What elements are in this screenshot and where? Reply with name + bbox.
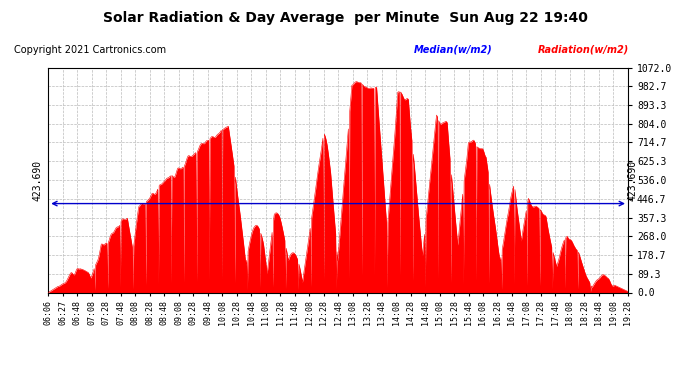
Text: 423.690: 423.690 xyxy=(33,159,43,201)
Text: Copyright 2021 Cartronics.com: Copyright 2021 Cartronics.com xyxy=(14,45,166,55)
Text: 423.690: 423.690 xyxy=(628,159,638,201)
Text: Solar Radiation & Day Average  per Minute  Sun Aug 22 19:40: Solar Radiation & Day Average per Minute… xyxy=(103,11,587,25)
Text: Median(w/m2): Median(w/m2) xyxy=(414,45,493,55)
Text: Radiation(w/m2): Radiation(w/m2) xyxy=(538,45,629,55)
